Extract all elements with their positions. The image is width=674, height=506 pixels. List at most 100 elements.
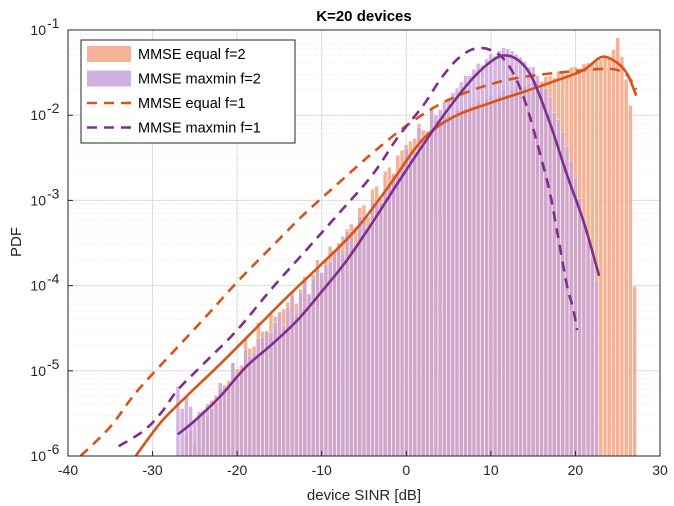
histogram-bar xyxy=(514,54,519,457)
y-tick-exponent: -5 xyxy=(47,356,60,372)
histogram-bar xyxy=(387,182,392,457)
histogram-bar xyxy=(328,261,333,457)
legend-label: MMSE equal f=2 xyxy=(138,47,246,63)
histogram-bar xyxy=(501,47,506,457)
histogram-bar xyxy=(535,75,540,457)
histogram-bar xyxy=(463,75,468,457)
histogram-bar xyxy=(268,332,274,457)
histogram-bar xyxy=(522,61,527,457)
histogram-bar xyxy=(416,127,422,457)
histogram-bar xyxy=(476,63,481,457)
histogram-bar xyxy=(628,105,633,457)
histogram-bar xyxy=(408,156,413,457)
histogram-bar xyxy=(611,49,616,457)
histogram-bar xyxy=(607,56,612,457)
histogram-bar xyxy=(201,410,206,457)
solid-series-line xyxy=(134,55,638,457)
pdf-curves xyxy=(79,46,638,457)
y-axis-label: PDF xyxy=(8,227,25,257)
x-tick-label: -30 xyxy=(142,462,162,478)
histogram-bar xyxy=(226,386,231,457)
histogram-bar xyxy=(577,198,582,457)
x-tick-label: 10 xyxy=(483,462,499,478)
legend: MMSE equal f=2 MMSE maxmin f=2 MMSE equal … xyxy=(80,39,296,144)
histogram-bar xyxy=(378,202,383,457)
histogram-bar xyxy=(353,244,358,457)
solid-series-line xyxy=(177,54,601,436)
histogram-bar xyxy=(366,226,371,457)
histogram-bar xyxy=(421,137,426,457)
y-tick-exponent: -6 xyxy=(47,441,60,457)
y-tick-exponent: -4 xyxy=(47,271,60,287)
histogram-bar xyxy=(425,133,430,457)
histogram-bar xyxy=(459,81,464,457)
histogram-bar xyxy=(294,312,299,457)
y-tick-label: 10 xyxy=(30,22,46,38)
histogram-bar xyxy=(306,293,312,457)
histogram-bar xyxy=(222,391,227,457)
histogram-bar xyxy=(594,279,599,457)
y-tick-exponent: -2 xyxy=(47,100,60,116)
histogram-bar xyxy=(581,219,586,457)
histogram-bar xyxy=(247,355,252,457)
histogram-bar xyxy=(539,86,544,457)
histogram-bar xyxy=(488,53,493,457)
legend-swatch xyxy=(87,70,131,87)
histogram-bar xyxy=(404,148,409,457)
x-tick-label: -20 xyxy=(227,462,247,478)
histogram-bar xyxy=(615,37,620,457)
histogram-bar xyxy=(235,374,240,457)
histogram-bar xyxy=(586,240,591,457)
histogram-bar xyxy=(446,97,451,457)
y-tick-exponent: -1 xyxy=(47,15,60,31)
histogram-bar xyxy=(395,172,400,457)
histogram-bar xyxy=(391,173,396,457)
histogram-bar xyxy=(556,119,561,457)
histogram-bar xyxy=(230,362,235,457)
legend-label: MMSE maxmin f=2 xyxy=(138,72,261,88)
plot-frame xyxy=(67,29,661,457)
x-tick-label: -10 xyxy=(312,462,332,478)
histogram-bar xyxy=(526,66,531,457)
histogram-bar xyxy=(383,188,388,457)
histogram-bar xyxy=(412,151,417,457)
histogram-bar xyxy=(188,406,193,457)
histogram-bar xyxy=(442,101,447,457)
histogram-bar xyxy=(497,50,502,457)
histogram-bar xyxy=(302,279,307,457)
histogram-bar xyxy=(518,57,523,457)
y-tick-label: 10 xyxy=(30,107,46,123)
histogram-bar xyxy=(340,254,345,457)
y-tick-label: 10 xyxy=(30,278,46,294)
histogram-bar xyxy=(560,132,565,457)
y-tick-label: 10 xyxy=(30,448,46,464)
legend-label: MMSE maxmin f=1 xyxy=(138,121,261,137)
histogram-bar xyxy=(357,215,362,457)
histogram-bar xyxy=(374,199,379,457)
histogram-bar xyxy=(433,114,438,457)
chart-title: K=20 devices xyxy=(316,8,412,25)
x-tick-label: 0 xyxy=(402,462,410,478)
histogram-bar xyxy=(345,231,350,457)
x-tick-label: -40 xyxy=(58,462,78,478)
dashed-series-line xyxy=(118,46,579,448)
histogram-bar xyxy=(619,56,624,457)
histogram-bar xyxy=(175,386,180,457)
y-tick-label: 10 xyxy=(30,363,46,379)
histogram-bar xyxy=(493,55,498,457)
histogram-bar xyxy=(213,402,219,457)
histogram-bar xyxy=(332,251,337,457)
histogram-bar xyxy=(454,87,460,457)
x-axis-label: device SINR [dB] xyxy=(307,487,421,504)
histogram-bar xyxy=(349,231,354,457)
histogram-bar xyxy=(602,55,608,457)
histogram-bar xyxy=(429,109,434,457)
histogram-bar xyxy=(484,58,489,457)
histogram-bar xyxy=(400,166,405,457)
histogram-bar xyxy=(239,371,244,457)
histogram-bar xyxy=(438,109,443,457)
histogram-bar xyxy=(290,294,295,457)
legend-swatch xyxy=(87,46,131,62)
histogram-bar xyxy=(192,419,197,457)
